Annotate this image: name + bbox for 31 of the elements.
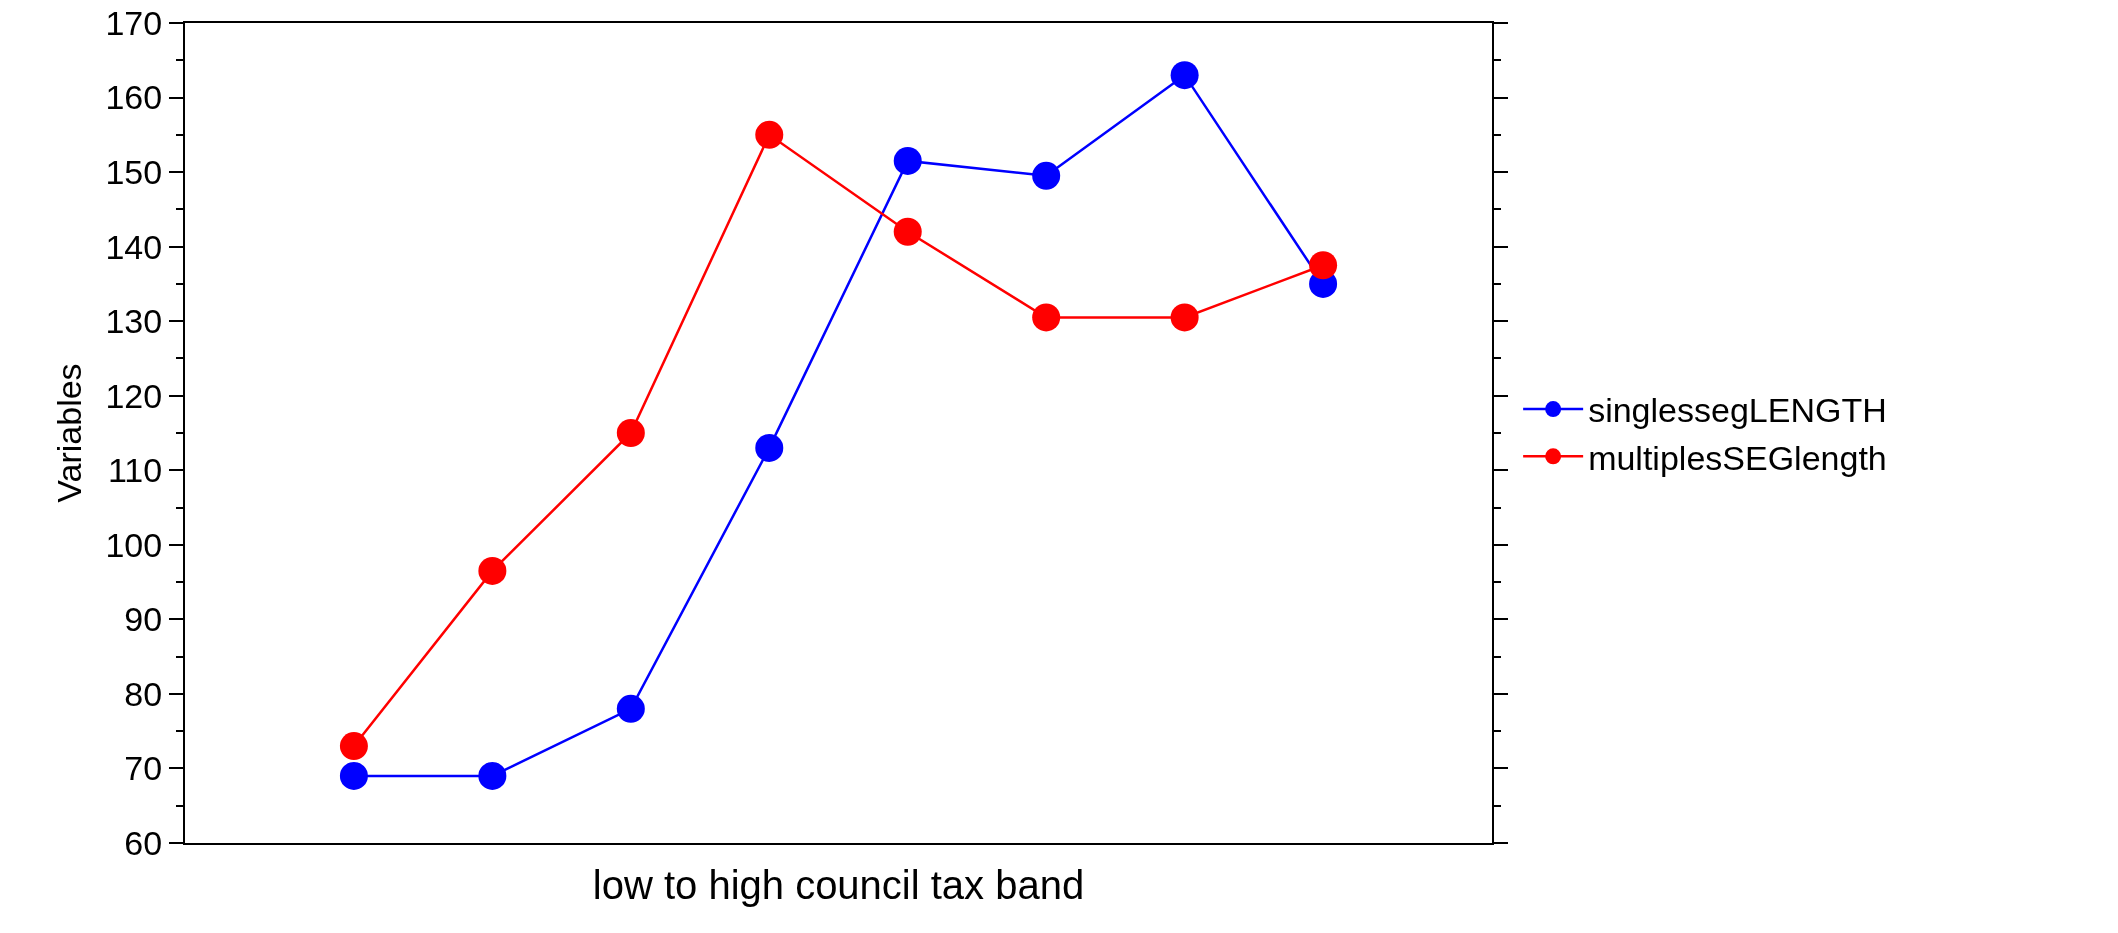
point [1032, 161, 1061, 190]
legend-label: multiplesSEGlength [1588, 438, 1887, 477]
y-axis-title: Variables [49, 363, 88, 503]
point [616, 694, 645, 723]
y-tick-label: 110 [107, 451, 163, 490]
point [1032, 303, 1061, 332]
point [893, 217, 922, 246]
point [339, 761, 368, 790]
y-tick-label: 100 [105, 525, 163, 564]
point [893, 146, 922, 175]
y-tick-label: 80 [124, 674, 163, 713]
y-tick-label: 70 [124, 749, 163, 788]
legend-label: singlessegLENGTH [1588, 391, 1887, 430]
point [478, 761, 507, 790]
point [478, 556, 507, 585]
x-axis-title: low to high council tax band [592, 862, 1085, 907]
y-tick-label: 150 [105, 152, 163, 191]
point [1170, 61, 1199, 90]
point [755, 120, 784, 149]
y-tick-label: 90 [124, 600, 163, 639]
point [755, 433, 784, 462]
point [616, 419, 645, 447]
y-tick-label: 140 [105, 227, 163, 266]
y-tick-label: 120 [105, 376, 163, 415]
point [339, 732, 368, 761]
y-tick-label: 160 [105, 78, 163, 117]
point [1309, 251, 1338, 280]
point [1170, 303, 1199, 332]
y-tick-label: 60 [124, 823, 163, 862]
y-tick-label: 170 [105, 3, 163, 42]
y-tick-label: 130 [105, 302, 163, 341]
